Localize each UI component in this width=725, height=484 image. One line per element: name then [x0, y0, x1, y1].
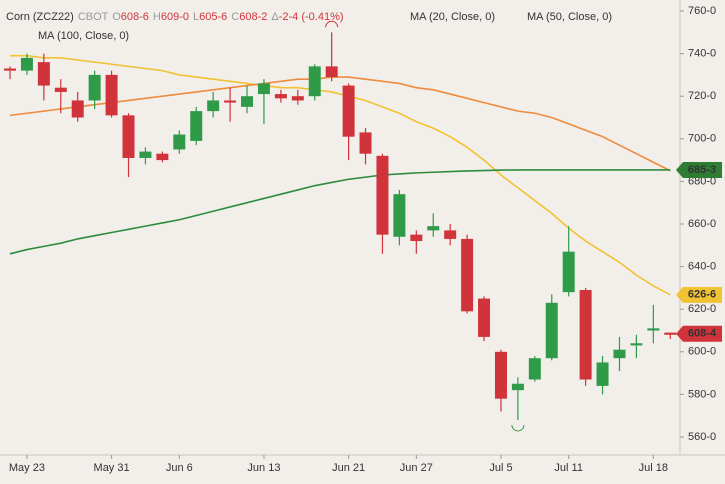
candle-body [139, 151, 152, 158]
y-tick-label: 760-0 [688, 5, 716, 17]
candle-body [4, 68, 16, 71]
x-tick-label: May 23 [9, 462, 45, 474]
y-tick-label: 680-0 [688, 175, 716, 187]
candle-body [308, 66, 321, 97]
candle-body [444, 230, 457, 239]
candle-body [511, 383, 524, 391]
y-tick-label: 660-0 [688, 218, 716, 230]
candle-body [37, 62, 50, 86]
exchange: CBOT [78, 11, 109, 23]
high-marker [325, 20, 339, 28]
legend-label: MA (20, Close, 0) [410, 11, 495, 23]
candle-body [122, 115, 135, 158]
ohlc-value: 609-0 [161, 11, 189, 23]
y-tick-label: 640-0 [688, 261, 716, 273]
candle-body [630, 343, 643, 346]
symbol: Corn (ZCZ22) [6, 11, 74, 23]
y-tick-label: 560-0 [688, 431, 716, 443]
y-tick-label: 700-0 [688, 133, 716, 145]
y-tick-label: 580-0 [688, 388, 716, 400]
ohlc-key: L [193, 11, 199, 23]
ohlc-key: C [231, 11, 239, 23]
candle-body [257, 83, 270, 95]
ma-line [9, 169, 671, 255]
candle-body [105, 74, 118, 116]
price-tag-label: 608-4 [688, 328, 717, 340]
candle-body [224, 100, 237, 103]
candle-body [207, 100, 220, 112]
ma-line [9, 76, 671, 172]
candle-body [664, 332, 677, 335]
candle-body [410, 234, 423, 242]
candle-body [274, 94, 287, 99]
candle-body [376, 155, 389, 235]
candle-body [190, 111, 203, 141]
legend-label: MA (50, Close, 0) [527, 11, 612, 23]
x-tick-label: Jul 5 [489, 462, 512, 474]
x-tick-label: Jun 27 [400, 462, 433, 474]
price-tag [676, 286, 722, 303]
candle-body [71, 100, 84, 118]
candle-body [596, 362, 609, 386]
candle-body [173, 134, 186, 150]
ma-line [10, 54, 671, 296]
ohlc-key: Δ [271, 11, 279, 23]
ohlc-value: 605-6 [199, 11, 227, 23]
header-line: Corn (ZCZ22) CBOT O608-6 H609-0 L605-6 C608-2… [6, 11, 344, 23]
candle-body [156, 153, 169, 161]
y-tick-label: 720-0 [688, 90, 716, 102]
price-tag [676, 325, 722, 342]
candle-body [562, 251, 575, 293]
x-tick-label: Jul 11 [554, 462, 583, 474]
candle-body [494, 351, 507, 399]
candle-body [427, 226, 440, 231]
x-tick-label: Jun 6 [166, 462, 193, 474]
price-tag-label: 626-6 [688, 289, 716, 301]
x-tick-label: Jun 13 [247, 462, 280, 474]
y-tick-label: 600-0 [688, 346, 716, 358]
x-tick-label: May 31 [94, 462, 130, 474]
candle-body [359, 132, 372, 154]
candle-body [613, 349, 626, 359]
candle-body [528, 358, 541, 380]
legend-label: MA (100, Close, 0) [38, 30, 129, 42]
x-tick-label: Jun 21 [332, 462, 365, 474]
candle-body [342, 85, 355, 137]
y-tick-label: 740-0 [688, 48, 716, 60]
candle-body [241, 96, 254, 107]
candle-body [325, 66, 338, 78]
ohlc-value: -2-4 (-0.41%) [279, 11, 344, 23]
candle-body [545, 302, 558, 359]
candle-body [291, 96, 304, 101]
price-tag [676, 161, 722, 178]
candle-body [88, 74, 101, 101]
candle-body [393, 194, 406, 237]
candle-body [54, 87, 67, 92]
candle-body [20, 57, 33, 71]
ohlc-value: 608-6 [121, 11, 149, 23]
ohlc-key: H [153, 11, 161, 23]
price-tag-label: 685-3 [688, 164, 716, 176]
candle-body [478, 298, 491, 337]
ohlc-value: 608-2 [239, 11, 267, 23]
ohlc-key: O [112, 11, 121, 23]
candle-body [461, 238, 474, 312]
y-tick-label: 620-0 [688, 303, 716, 315]
low-marker [511, 424, 525, 432]
candle-body [579, 290, 592, 380]
x-tick-label: Jul 18 [639, 462, 668, 474]
candle-body [647, 328, 660, 331]
